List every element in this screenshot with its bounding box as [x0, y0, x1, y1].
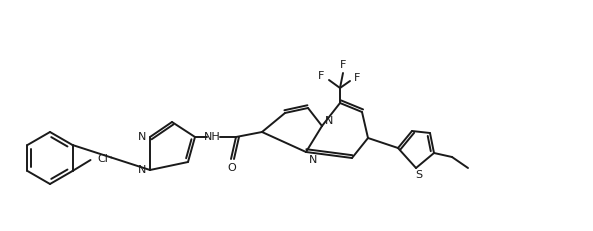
- Text: N: N: [325, 116, 333, 126]
- Text: Cl: Cl: [97, 154, 109, 164]
- Text: O: O: [228, 163, 237, 173]
- Text: F: F: [318, 71, 324, 81]
- Text: NH: NH: [203, 132, 221, 142]
- Text: N: N: [138, 165, 146, 175]
- Text: F: F: [354, 73, 360, 83]
- Text: F: F: [340, 60, 346, 70]
- Text: N: N: [138, 132, 146, 142]
- Text: N: N: [309, 155, 317, 165]
- Text: S: S: [416, 170, 423, 180]
